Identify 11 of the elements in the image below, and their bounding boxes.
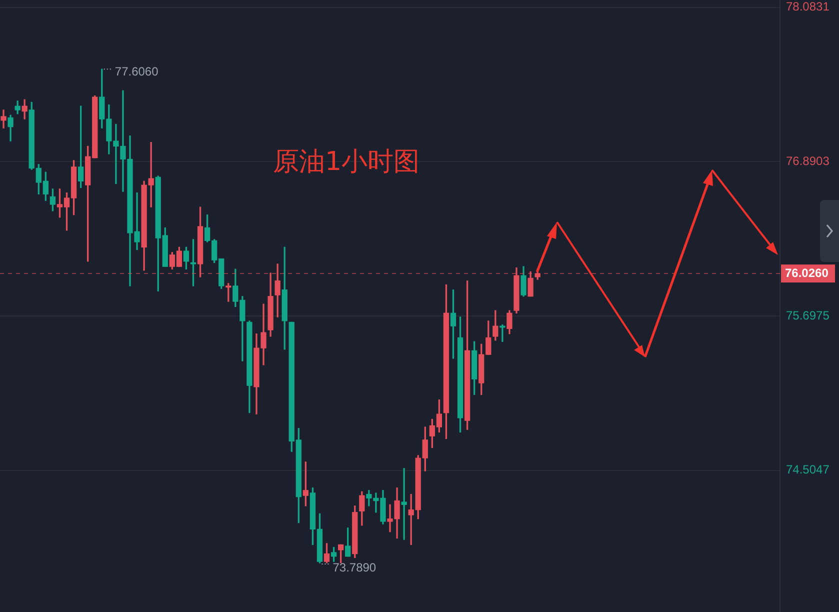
annotation: 77.6060 (114, 64, 159, 78)
candlestick (500, 324, 506, 342)
y-tick-label: 76.8903 (786, 154, 830, 168)
candlestick (0, 110, 6, 128)
candlestick (401, 468, 407, 540)
text: 原油1小时图 (273, 146, 420, 179)
ref-line-label: 76.0260 (785, 266, 829, 280)
y-tick-label: 78.0831 (786, 0, 830, 14)
y-tick-label: 74.5047 (786, 462, 830, 477)
annotation: 73.7890 (332, 560, 376, 574)
y-tick-label: 75.6975 (786, 308, 830, 322)
